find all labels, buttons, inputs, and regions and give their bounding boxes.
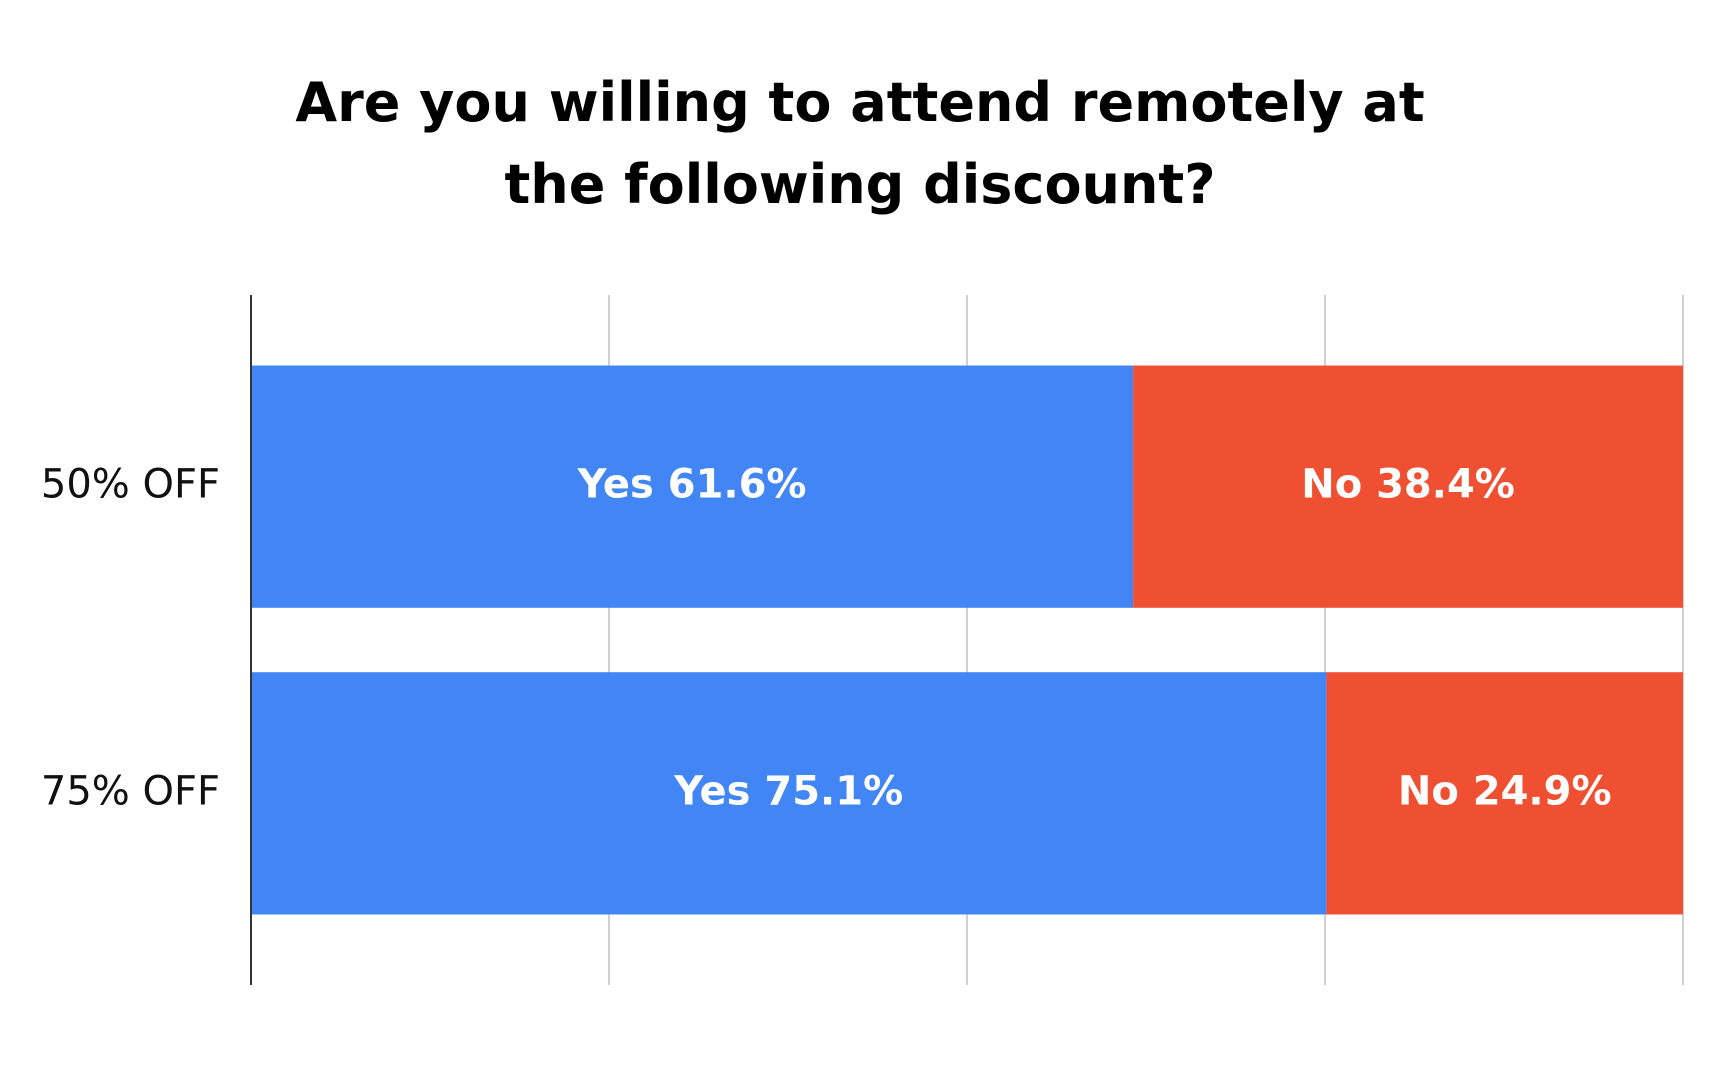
y-tick-label: 50% OFF xyxy=(41,462,220,508)
y-tick-label: 75% OFF xyxy=(41,768,220,814)
value-label: No 38.4% xyxy=(1301,462,1515,508)
chart-title: Are you willing to attend remotely at th… xyxy=(295,71,1425,216)
bar-segment xyxy=(1133,365,1683,608)
value-label: No 24.9% xyxy=(1398,768,1612,814)
bar-segment xyxy=(251,672,1327,915)
bar-segment xyxy=(1326,672,1683,915)
bar-segment xyxy=(251,365,1134,608)
value-label: Yes 61.6% xyxy=(577,462,807,508)
value-label: Yes 75.1% xyxy=(673,768,903,814)
